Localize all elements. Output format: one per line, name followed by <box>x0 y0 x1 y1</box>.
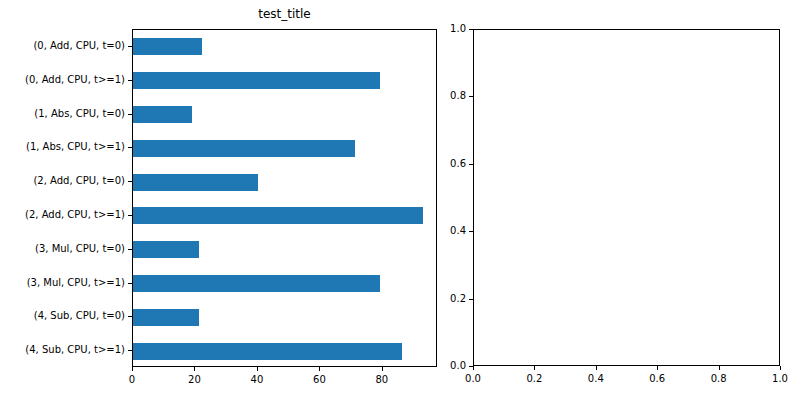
y-tick-label: 0.4 <box>436 224 466 238</box>
y-tick-label: (2, Add, CPU, t>=1) <box>0 208 125 222</box>
y-tick-label: (4, Sub, CPU, t=0) <box>0 309 125 323</box>
y-tick-mark <box>469 96 473 97</box>
x-tick-mark <box>257 367 258 371</box>
bar <box>133 140 355 157</box>
y-tick-label: (2, Add, CPU, t=0) <box>0 174 125 188</box>
y-tick-mark <box>469 231 473 232</box>
x-tick-mark <box>780 366 781 370</box>
y-tick-label: 0.0 <box>436 359 466 373</box>
y-tick-label: (3, Mul, CPU, t>=1) <box>0 276 125 290</box>
y-tick-label: (3, Mul, CPU, t=0) <box>0 242 125 256</box>
y-tick-mark <box>128 46 132 47</box>
bar <box>133 343 402 360</box>
x-tick-mark <box>132 367 133 371</box>
y-tick-mark <box>128 215 132 216</box>
bar <box>133 275 380 292</box>
bar <box>133 72 380 89</box>
chart-title: test_title <box>132 7 437 22</box>
y-tick-mark <box>128 80 132 81</box>
x-tick-mark <box>319 367 320 371</box>
y-tick-mark <box>469 29 473 30</box>
y-tick-mark <box>128 316 132 317</box>
figure: test_title dur (0, Add, CPU, t=0) (0, Add… <box>0 0 800 400</box>
y-tick-mark <box>469 299 473 300</box>
y-tick-label: 0.6 <box>436 157 466 171</box>
x-tick-label: 0.4 <box>574 372 618 386</box>
bar <box>133 207 423 224</box>
y-tick-label: 0.8 <box>436 89 466 103</box>
x-tick-mark <box>657 366 658 370</box>
y-tick-mark <box>469 366 473 367</box>
y-tick-mark <box>469 164 473 165</box>
x-tick-label: 0.2 <box>512 372 556 386</box>
y-tick-mark <box>128 147 132 148</box>
x-tick-label: 40 <box>235 373 279 387</box>
x-tick-label: 1.0 <box>758 372 800 386</box>
y-tick-label: (0, Add, CPU, t>=1) <box>0 73 125 87</box>
x-tick-mark <box>382 367 383 371</box>
empty-axes <box>473 29 780 366</box>
x-tick-mark <box>596 366 597 370</box>
y-tick-mark <box>128 283 132 284</box>
bar-chart-axes: dur <box>132 29 437 367</box>
x-tick-mark <box>534 366 535 370</box>
y-tick-label: (1, Abs, CPU, t>=1) <box>0 140 125 154</box>
y-tick-label: (1, Abs, CPU, t=0) <box>0 107 125 121</box>
bar <box>133 38 202 55</box>
x-tick-label: 0.0 <box>451 372 495 386</box>
x-tick-label: 80 <box>360 373 404 387</box>
y-tick-label: 1.0 <box>436 22 466 36</box>
y-tick-mark <box>128 181 132 182</box>
x-tick-label: 0 <box>110 373 154 387</box>
x-tick-mark <box>719 366 720 370</box>
x-tick-mark <box>473 366 474 370</box>
bar <box>133 174 258 191</box>
x-tick-label: 20 <box>172 373 216 387</box>
y-tick-label: (4, Sub, CPU, t>=1) <box>0 343 125 357</box>
y-tick-label: 0.2 <box>436 292 466 306</box>
x-tick-label: 60 <box>297 373 341 387</box>
y-tick-mark <box>128 350 132 351</box>
x-tick-label: 0.8 <box>697 372 741 386</box>
bar <box>133 309 199 326</box>
y-tick-mark <box>128 249 132 250</box>
x-tick-label: 0.6 <box>635 372 679 386</box>
bar <box>133 106 192 123</box>
y-tick-label: (0, Add, CPU, t=0) <box>0 39 125 53</box>
bar <box>133 241 199 258</box>
y-tick-mark <box>128 114 132 115</box>
x-tick-mark <box>194 367 195 371</box>
